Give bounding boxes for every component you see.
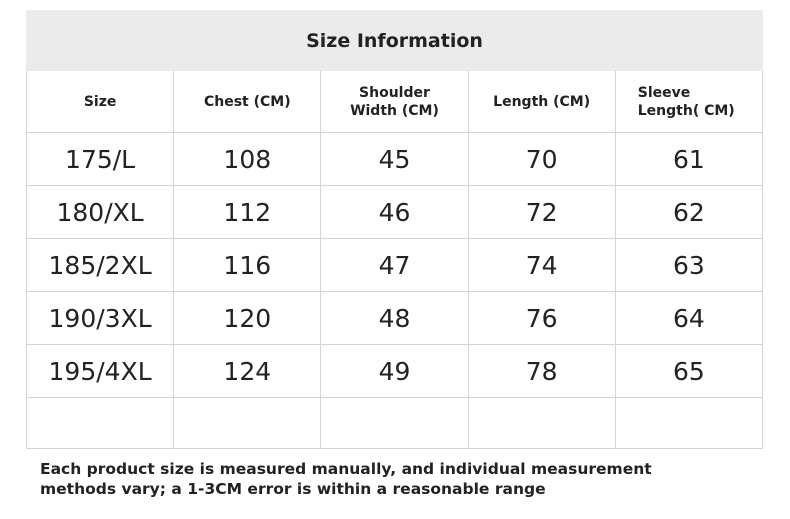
measurement-cell: 74 — [467, 238, 616, 292]
empty-cell — [614, 397, 764, 449]
table-title: Size Information — [26, 10, 763, 71]
size-cell: 185/2XL — [25, 238, 175, 292]
empty-cell — [173, 397, 322, 449]
measurement-cell: 49 — [320, 344, 469, 398]
measurement-cell: 62 — [614, 185, 764, 239]
column-header: Shoulder Width (CM) — [320, 70, 469, 133]
empty-cell — [320, 397, 469, 449]
empty-row — [25, 397, 764, 449]
size-table-container: Size Information Size Chest (CM) Shoulder … — [25, 10, 764, 449]
measurement-cell: 112 — [173, 185, 322, 239]
measurement-cell: 78 — [467, 344, 616, 398]
measurement-cell: 108 — [173, 132, 322, 186]
size-cell: 180/XL — [25, 185, 175, 239]
data-row: 190/3XL 120 48 76 64 — [25, 291, 764, 345]
header-row: Size Chest (CM) Shoulder Width (CM) Length … — [25, 70, 764, 133]
table-body: Size Information Size Chest (CM) Shoulder … — [25, 10, 764, 449]
data-row: 195/4XL 124 49 78 65 — [25, 344, 764, 398]
measurement-cell: 70 — [467, 132, 616, 186]
measurement-cell: 76 — [467, 291, 616, 345]
measurement-cell: 64 — [614, 291, 764, 345]
empty-cell — [467, 397, 616, 449]
column-header: Sleeve Length( CM) — [614, 70, 764, 133]
size-cell: 175/L — [25, 132, 175, 186]
measurement-cell: 120 — [173, 291, 322, 345]
column-header: Chest (CM) — [173, 70, 322, 133]
data-row: 180/XL 112 46 72 62 — [25, 185, 764, 239]
measurement-cell: 63 — [614, 238, 764, 292]
data-row: 185/2XL 116 47 74 63 — [25, 238, 764, 292]
measurement-cell: 65 — [614, 344, 764, 398]
column-header: Size — [25, 70, 175, 133]
title-row: Size Information — [26, 10, 763, 71]
measurement-cell: 46 — [320, 185, 469, 239]
empty-cell — [25, 397, 175, 449]
measurement-cell: 48 — [320, 291, 469, 345]
measurement-cell: 61 — [614, 132, 764, 186]
column-header: Length (CM) — [467, 70, 616, 133]
footer-note: Each product size is measured manually, … — [40, 460, 652, 498]
measurement-cell: 47 — [320, 238, 469, 292]
measurement-cell: 45 — [320, 132, 469, 186]
measurement-cell: 116 — [173, 238, 322, 292]
measurement-cell: 72 — [467, 185, 616, 239]
size-table: Size Information Size Chest (CM) Shoulder … — [25, 10, 764, 449]
measurement-cell: 124 — [173, 344, 322, 398]
size-cell: 195/4XL — [25, 344, 175, 398]
size-cell: 190/3XL — [25, 291, 175, 345]
data-row: 175/L 108 45 70 61 — [25, 132, 764, 186]
